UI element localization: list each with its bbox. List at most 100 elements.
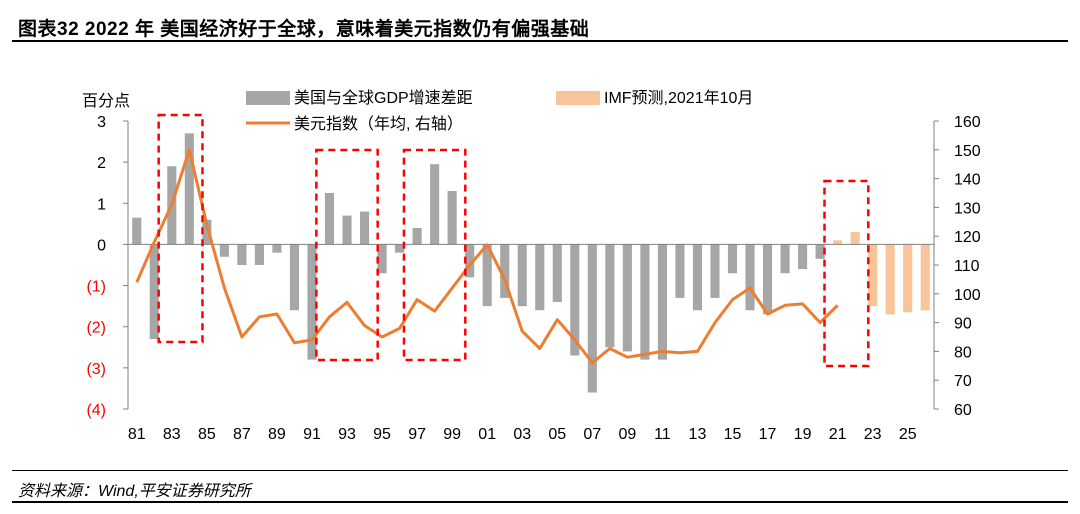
highlight-box	[823, 179, 870, 368]
x-tick-label: 87	[233, 426, 251, 443]
gdp-gap-bar	[535, 244, 545, 311]
gdp-gap-bar	[622, 244, 632, 352]
gdp-gap-bar	[517, 244, 527, 307]
legend-label-dxy: 美元指数（年均, 右轴）	[294, 115, 463, 133]
gdp-gap-bar	[202, 219, 212, 245]
imf-forecast-bar	[903, 244, 913, 313]
gdp-gap-bar	[745, 244, 755, 311]
highlight-box	[402, 148, 467, 362]
right-tick-label: 150	[954, 143, 981, 160]
x-tick-label: 81	[128, 426, 146, 443]
page-title: 图表32 2022 年 美国经济好于全球，意味着美元指数仍有偏强基础	[18, 19, 590, 40]
gdp-gap-bar	[430, 164, 440, 245]
chart-legend: 美国与全球GDP增速差距 IMF预测,2021年10月 美元指数（年均, 右轴）	[246, 89, 753, 133]
gdp-gap-bar	[184, 133, 194, 245]
gdp-gap-bar	[447, 190, 457, 245]
right-tick-label: 110	[954, 258, 980, 275]
imf-forecast-bar	[885, 244, 895, 315]
highlight-box	[157, 113, 204, 344]
x-tick-label: 93	[338, 426, 356, 443]
gdp-gap-bar	[762, 244, 773, 315]
gdp-gap-bar	[342, 215, 352, 245]
gdp-gap-bar	[657, 244, 667, 360]
left-tick-label: 0	[97, 237, 106, 254]
gdp-gap-bar	[482, 244, 492, 307]
right-tick-label: 160	[954, 114, 981, 131]
legend-swatch-imf	[556, 91, 600, 105]
x-tick-label: 01	[478, 426, 496, 443]
gdp-gap-bar	[605, 244, 615, 348]
gdp-gap-bar	[570, 244, 580, 356]
right-tick-label: 60	[954, 402, 972, 419]
source-bar: 资料来源：Wind,平安证券研究所	[12, 470, 1068, 503]
right-tick-label: 120	[954, 229, 981, 246]
x-tick-label: 85	[198, 426, 216, 443]
left-tick-label: 2	[97, 155, 106, 172]
gdp-gap-bar	[395, 244, 405, 253]
right-tick-label: 90	[954, 316, 972, 333]
gdp-gap-bar	[324, 193, 335, 245]
gdp-gap-bar	[798, 244, 808, 270]
gdp-gap-bar	[149, 244, 159, 340]
gdp-gap-bar	[815, 244, 825, 259]
right-tick-label: 70	[954, 373, 972, 390]
gdp-gap-bar	[412, 227, 422, 245]
legend-label-imf: IMF预测,2021年10月	[604, 89, 753, 107]
x-tick-label: 15	[724, 426, 742, 443]
x-tick-label: 11	[654, 426, 671, 443]
x-tick-label: 19	[794, 426, 812, 443]
plot-area: 3210(1)(2)(3)(4)160150140130120110100908…	[86, 113, 981, 443]
gdp-gap-bar	[780, 244, 790, 274]
left-tick-label: (3)	[86, 361, 106, 378]
gdp-gap-bar	[237, 244, 247, 265]
gdp-gap-bar	[552, 244, 562, 303]
highlight-box	[315, 148, 379, 362]
x-tick-label: 25	[899, 426, 917, 443]
left-axis-title: 百分点	[82, 92, 130, 110]
x-tick-label: 09	[618, 426, 636, 443]
gdp-gap-bar	[219, 244, 229, 257]
left-tick-label: 3	[97, 114, 106, 131]
source-note: 资料来源：Wind,平安证券研究所	[18, 483, 251, 500]
x-tick-label: 05	[548, 426, 566, 443]
imf-forecast-bar	[833, 240, 843, 245]
legend-label-gdp-gap: 美国与全球GDP增速差距	[294, 89, 473, 107]
right-tick-label: 140	[954, 172, 981, 189]
left-tick-label: (4)	[86, 402, 106, 419]
gdp-gap-bar	[692, 244, 703, 311]
x-tick-label: 95	[373, 426, 391, 443]
gdp-gap-bar	[272, 244, 282, 253]
gdp-gap-bar	[640, 244, 650, 360]
x-tick-label: 23	[864, 426, 882, 443]
imf-forecast-bar	[868, 244, 878, 307]
gdp-gap-bar	[254, 244, 264, 265]
x-tick-label: 03	[513, 426, 531, 443]
title-bar: 图表32 2022 年 美国经济好于全球，意味着美元指数仍有偏强基础	[12, 6, 1068, 42]
gdp-gap-bar	[500, 244, 510, 298]
x-tick-label: 97	[408, 426, 426, 443]
gdp-gap-bar	[377, 244, 387, 274]
gdp-gap-bar	[465, 244, 475, 278]
gdp-gap-bar	[289, 244, 300, 311]
x-tick-label: 91	[303, 426, 321, 443]
gdp-gap-bar	[132, 217, 142, 245]
right-tick-label: 130	[954, 200, 981, 217]
chart-area: 美国与全球GDP增速差距 IMF预测,2021年10月 美元指数（年均, 右轴）…	[0, 44, 1080, 464]
legend-swatch-gdp-gap	[246, 91, 290, 105]
gdp-gap-bar	[307, 244, 317, 360]
x-tick-label: 21	[829, 426, 847, 443]
gdp-gap-bar	[675, 244, 685, 298]
gdp-gap-bar	[587, 244, 597, 393]
left-tick-label: 1	[97, 196, 106, 213]
x-tick-label: 13	[689, 426, 707, 443]
right-tick-label: 80	[954, 344, 972, 361]
left-tick-label: (1)	[86, 279, 106, 296]
gdp-gap-bar	[727, 244, 738, 274]
imf-forecast-bar	[850, 232, 860, 245]
chart-svg: 美国与全球GDP增速差距 IMF预测,2021年10月 美元指数（年均, 右轴）…	[82, 89, 981, 443]
x-tick-label: 17	[759, 426, 777, 443]
left-tick-label: (2)	[86, 320, 106, 337]
gdp-gap-bar	[710, 244, 720, 298]
x-tick-label: 83	[163, 426, 181, 443]
right-tick-label: 100	[954, 287, 981, 304]
